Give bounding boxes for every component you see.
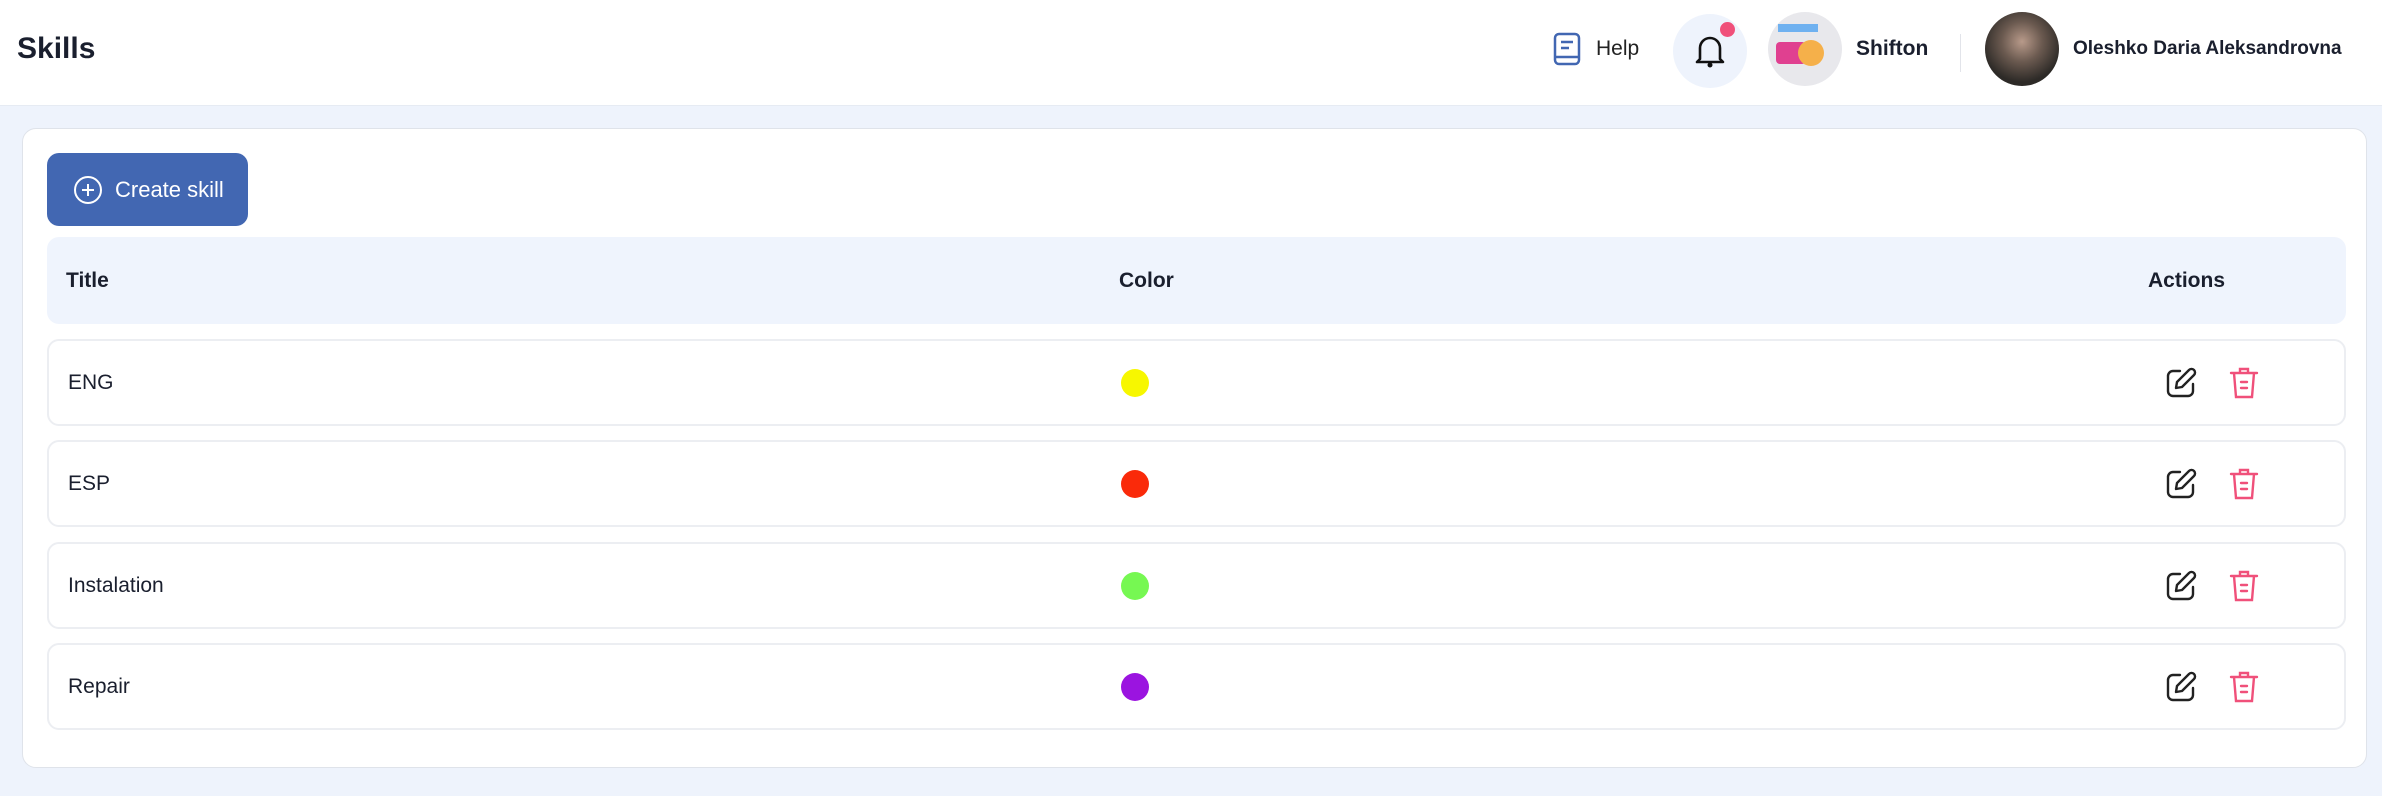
table-row: Instalation bbox=[47, 542, 2346, 629]
edit-icon[interactable] bbox=[2164, 467, 2198, 501]
table-row: ESP bbox=[47, 440, 2346, 527]
edit-icon[interactable] bbox=[2164, 366, 2198, 400]
edit-icon[interactable] bbox=[2164, 670, 2198, 704]
notifications-button[interactable] bbox=[1673, 14, 1747, 88]
header-divider bbox=[1960, 34, 1961, 72]
user-avatar bbox=[1985, 12, 2059, 86]
company-logo bbox=[1768, 12, 1842, 86]
column-title: Title bbox=[66, 268, 109, 292]
skill-color-swatch bbox=[1121, 469, 1149, 498]
skill-color-swatch bbox=[1121, 672, 1149, 701]
table-row: Repair bbox=[47, 643, 2346, 730]
company-switcher[interactable]: Shifton bbox=[1768, 12, 1928, 86]
skill-color-swatch bbox=[1121, 368, 1149, 397]
skill-title: Instalation bbox=[68, 573, 164, 597]
help-label: Help bbox=[1596, 37, 1640, 60]
create-skill-label: Create skill bbox=[115, 176, 224, 202]
skills-card: Create skill Title Color Actions ENG ESP… bbox=[22, 128, 2367, 768]
skill-title: Repair bbox=[68, 674, 130, 698]
skill-title: ESP bbox=[68, 471, 111, 495]
company-name: Shifton bbox=[1856, 37, 1929, 60]
top-header: Skills Help Shifton Oleshko Daria Aleksa… bbox=[0, 0, 2382, 106]
table-header: Title Color Actions bbox=[47, 237, 2346, 324]
create-skill-button[interactable]: Create skill bbox=[47, 153, 248, 226]
user-menu[interactable]: Oleshko Daria Aleksandrovna bbox=[1985, 12, 2342, 86]
table-row: ENG bbox=[47, 339, 2346, 426]
edit-icon[interactable] bbox=[2164, 569, 2198, 603]
skill-title: ENG bbox=[68, 370, 114, 394]
trash-icon[interactable] bbox=[2228, 467, 2260, 501]
trash-icon[interactable] bbox=[2228, 569, 2260, 603]
trash-icon[interactable] bbox=[2228, 670, 2260, 704]
help-book-icon bbox=[1553, 32, 1581, 66]
column-color: Color bbox=[1119, 268, 1174, 292]
plus-circle-icon bbox=[74, 175, 102, 204]
user-name: Oleshko Daria Aleksandrovna bbox=[2073, 38, 2342, 59]
column-actions: Actions bbox=[2148, 268, 2226, 292]
skill-color-swatch bbox=[1121, 571, 1149, 600]
bell-icon bbox=[1695, 36, 1725, 68]
trash-icon[interactable] bbox=[2228, 366, 2260, 400]
page-title: Skills bbox=[17, 32, 96, 65]
help-link[interactable]: Help bbox=[1552, 32, 1639, 66]
notification-dot bbox=[1720, 22, 1735, 37]
